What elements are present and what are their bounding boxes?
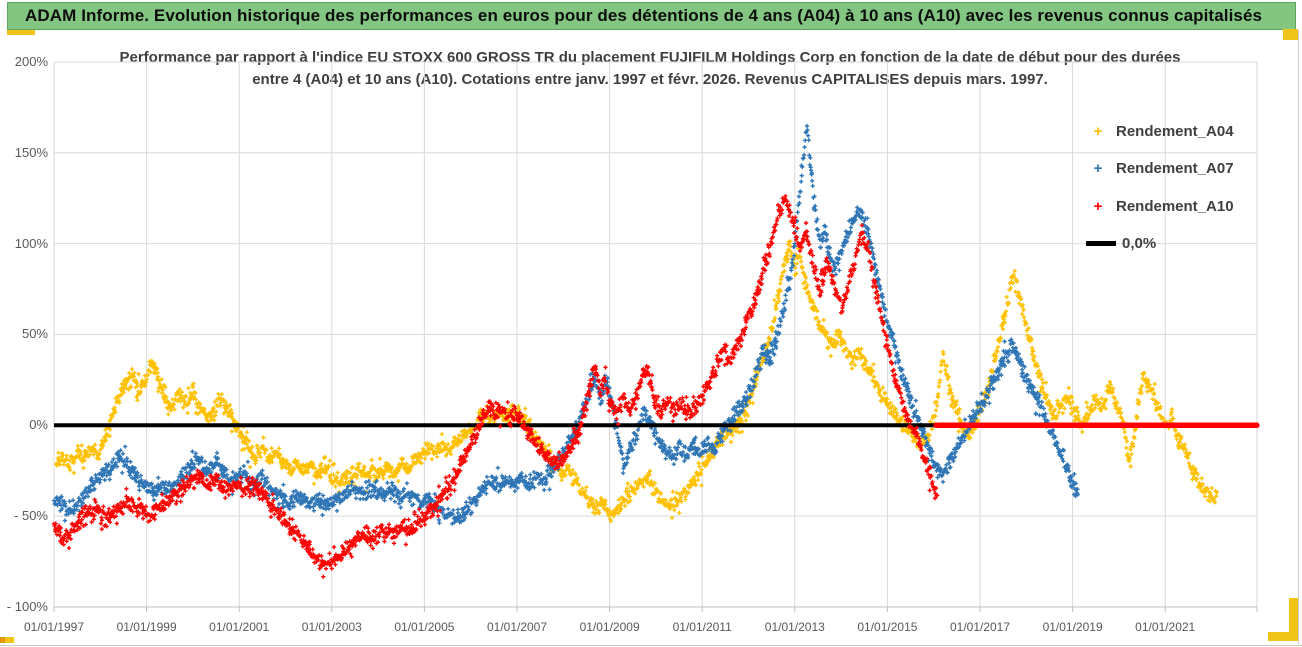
x-axis-tick-label: 01/01/2009 xyxy=(579,620,640,634)
x-axis-tick-label: 01/01/2017 xyxy=(949,620,1011,634)
legend-label: 0,0% xyxy=(1122,235,1157,252)
x-axis-tick-label: 01/01/2007 xyxy=(486,620,548,634)
plus-marker-icon: + xyxy=(1093,122,1103,140)
series-rendement-a04 xyxy=(54,239,1219,524)
scrollbar-thumb-horizontal[interactable] xyxy=(1268,632,1298,641)
x-axis-tick-label: 01/01/2013 xyxy=(764,620,825,634)
x-axis-tick-label: 01/01/1999 xyxy=(116,620,177,634)
series-rendement-a10 xyxy=(51,194,940,579)
y-axis-tick-label: 0% xyxy=(29,417,48,433)
legend-label: Rendement_A10 xyxy=(1116,197,1234,215)
y-axis-tick-label: - 50% xyxy=(14,508,48,524)
legend-label: Rendement_A04 xyxy=(1116,122,1234,140)
y-axis-tick-label: 200% xyxy=(14,53,48,69)
scrollbar-thumb-bottom-left[interactable] xyxy=(0,637,14,643)
scrollbar-rail-right[interactable] xyxy=(1298,30,1299,644)
legend-item-zero-line: 0,0% xyxy=(1086,234,1156,254)
legend-label: Rendement_A07 xyxy=(1116,160,1234,177)
x-axis-tick-label: 01/01/2011 xyxy=(672,620,732,634)
scrollbar-thumb-bottom-left-dark xyxy=(0,637,5,643)
x-axis-tick-label: 01/01/2019 xyxy=(1042,620,1103,634)
y-axis-tick-label: 50% xyxy=(21,326,48,342)
y-axis-tick-label: - 100% xyxy=(6,598,48,614)
header-bar: ADAM Informe. Evolution historique des p… xyxy=(7,2,1296,30)
legend-item-rendement-a04: + Rendement_A04 xyxy=(1086,121,1234,141)
header-title: ADAM Informe. Evolution historique des p… xyxy=(25,6,1263,25)
legend-item-rendement-a07: + Rendement_A07 xyxy=(1086,159,1234,179)
scrollbar-thumb-vertical[interactable] xyxy=(1289,598,1298,634)
x-axis-tick-label: 01/01/2005 xyxy=(394,620,455,634)
x-axis-tick-label: 01/01/2003 xyxy=(301,620,362,634)
x-axis-tick-label: 01/01/2001 xyxy=(209,620,270,634)
x-axis-tick-label: 01/01/2021 xyxy=(1135,620,1196,634)
plus-marker-icon: + xyxy=(1093,197,1103,215)
line-marker-icon xyxy=(1086,241,1116,246)
legend-item-rendement-a10: + Rendement_A10 xyxy=(1086,196,1234,216)
x-axis-tick-label: 01/01/1997 xyxy=(23,620,85,634)
y-axis-tick-label: 150% xyxy=(14,144,48,160)
scrollbar-rail-bottom[interactable] xyxy=(0,645,1302,646)
scrollbar-thumb-top-right[interactable] xyxy=(1283,29,1298,40)
plus-marker-icon: + xyxy=(1093,160,1103,177)
x-axis-tick-label: 01/01/2015 xyxy=(857,620,918,634)
y-axis-tick-label: 100% xyxy=(14,235,48,251)
header-accent-left xyxy=(7,30,35,35)
chart-title-line2: entre 4 (A04) et 10 ans (A10). Cotations… xyxy=(252,71,1048,88)
